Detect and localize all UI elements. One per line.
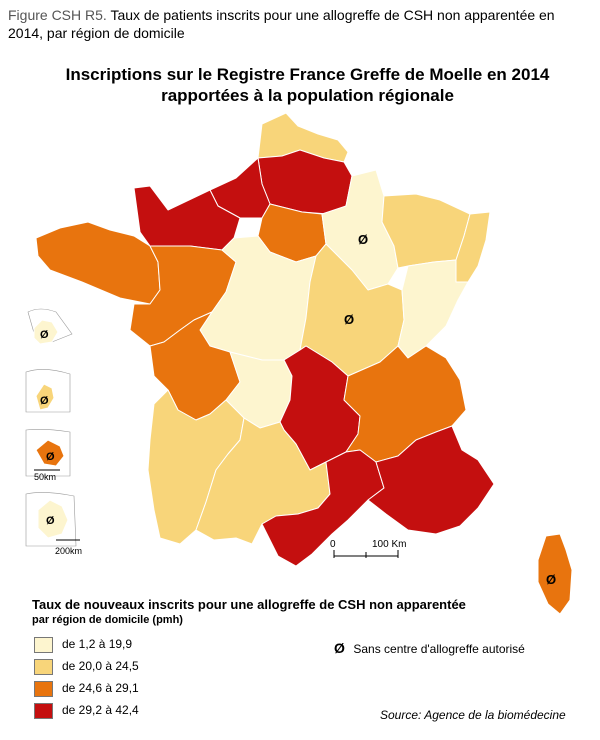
inset-martinique [25, 429, 71, 477]
inset-scale-guyane: 200km [55, 546, 82, 556]
region-martinique [35, 439, 65, 467]
legend-no-centre: Ø Sans centre d'allogreffe autorisé [334, 640, 525, 656]
scale-distance-label: 100 Km [372, 539, 406, 550]
map-title-line2: rapportées à la population régionale [161, 86, 454, 105]
inset-guadeloupe [25, 369, 71, 413]
scale-zero-label: 0 [330, 539, 336, 550]
region-paca [367, 425, 495, 535]
legend-label: de 1,2 à 19,9 [62, 637, 133, 651]
map-title-line1: Inscriptions sur le Registre France Gref… [65, 65, 550, 84]
region-corse [537, 533, 573, 615]
no-centre-marker-martinique: Ø [46, 451, 55, 463]
no-centre-marker-guadeloupe: Ø [40, 395, 49, 407]
no-centre-marker-corse: Ø [546, 572, 556, 587]
inset-reunion [27, 308, 73, 345]
source-note: Source: Agence de la biomédecine [380, 708, 566, 722]
legend-label: de 29,2 à 42,4 [62, 703, 139, 717]
region-guyane [37, 499, 69, 539]
region-la-reunion [33, 319, 59, 345]
inset-guyane [25, 492, 80, 547]
legend-label: de 24,6 à 29,1 [62, 681, 139, 695]
inset-scale-guadeloupe: 50km [34, 472, 56, 482]
legend-swatch [34, 703, 53, 719]
legend-title: Taux de nouveaux inscrits pour une allog… [32, 597, 466, 612]
no-centre-marker-reunion: Ø [40, 329, 49, 341]
no-centre-label: Sans centre d'allogreffe autorisé [353, 642, 525, 656]
figure-caption: Figure CSH R5. Taux de patients inscrits… [8, 6, 593, 42]
legend-swatch [34, 659, 53, 675]
scale-bar: 0 100 Km [330, 539, 406, 558]
map-title: Inscriptions sur le Registre France Gref… [40, 64, 575, 106]
figure-label: Figure CSH R5. [8, 7, 107, 23]
figure-caption-text: Taux de patients inscrits pour une allog… [8, 7, 555, 41]
region-guadeloupe [35, 383, 55, 411]
no-centre-marker-champagne: Ø [358, 232, 368, 247]
legend-swatch [34, 681, 53, 697]
no-centre-symbol: Ø [334, 640, 345, 656]
no-centre-marker-guyane: Ø [46, 515, 55, 527]
legend-label: de 20,0 à 24,5 [62, 659, 139, 673]
region-languedoc-roussillon [261, 449, 385, 567]
legend-swatch [34, 637, 53, 653]
legend-subtitle: par région de domicile (pmh) [32, 614, 183, 626]
no-centre-marker-bourgogne: Ø [344, 312, 354, 327]
region-basse-normandie [133, 185, 241, 251]
